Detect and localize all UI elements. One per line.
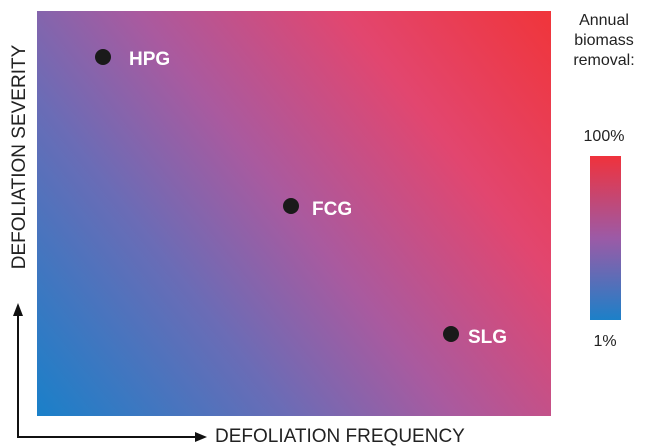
point-label: SLG [468,327,507,348]
legend-title: Annual [579,12,629,29]
point-marker [443,326,459,342]
legend-max-label: 100% [584,128,625,145]
point-marker [95,49,111,65]
legend-color-bar [590,156,621,320]
point-label: FCG [312,199,352,220]
y-axis-label: DEFOLIATION SEVERITY [9,44,30,269]
plot-area [37,11,551,416]
x-axis-label: DEFOLIATION FREQUENCY [215,426,465,447]
axis-arrows [13,303,207,442]
point-label: HPG [129,49,170,70]
legend-min-label: 1% [593,333,616,350]
point-marker [283,198,299,214]
legend-title: removal: [573,52,634,69]
legend-title: biomass [574,32,634,49]
